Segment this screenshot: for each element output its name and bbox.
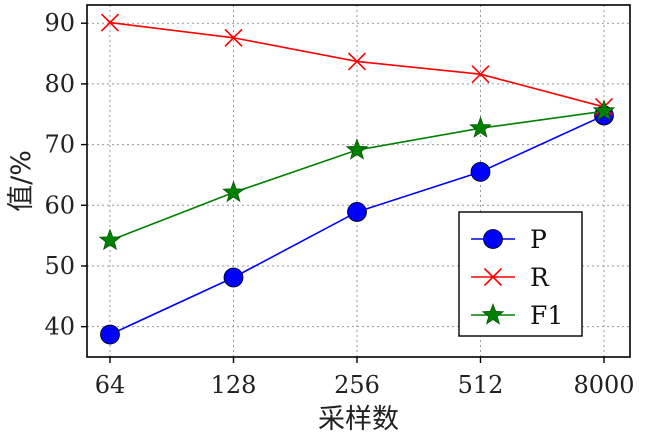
x-axis-title: 采样数 (318, 404, 399, 435)
point-p (223, 267, 244, 288)
point-p (470, 161, 491, 182)
y-axis-title: 值/% (6, 150, 37, 212)
y-tick-label: 80 (44, 70, 75, 98)
point-f1 (592, 99, 616, 121)
x-tick-label: 256 (334, 371, 380, 399)
x-tick-labels: 64 128 256 512 8000 (95, 371, 635, 399)
point-r-stroke (100, 13, 120, 32)
x-tick-label: 128 (211, 371, 257, 399)
legend: PR F1 (458, 211, 583, 337)
x-tick-label: 64 (95, 371, 126, 399)
point-f1 (98, 228, 122, 251)
point-r (471, 65, 490, 84)
point-r-stroke (471, 65, 490, 84)
legend-label-p: P (530, 225, 547, 254)
point-r-stroke (224, 28, 243, 47)
point-r (347, 52, 367, 71)
legend-label-f1: F1 (530, 301, 563, 330)
legend-box (458, 211, 583, 337)
legend-marker-p (483, 229, 503, 249)
x-tick-label: 512 (458, 371, 504, 399)
y-tick-label: 90 (44, 9, 75, 37)
y-tick-label: 60 (44, 191, 75, 219)
point-r (224, 28, 243, 47)
point-p (347, 202, 367, 222)
y-tick-label: 50 (44, 252, 75, 280)
y-tick-labels: 40 50 60 70 80 90 (44, 9, 75, 340)
legend-label-r: R (530, 263, 550, 292)
point-p (100, 324, 120, 345)
legend-marker-r (483, 267, 503, 287)
series-layer (98, 13, 616, 345)
series-r (100, 13, 614, 117)
y-tick-label: 70 (44, 131, 75, 159)
legend-marker-f1 (481, 303, 505, 325)
x-tick-label: 8000 (573, 371, 634, 399)
series-f1 (98, 99, 616, 251)
legend-marker-r-stroke (483, 267, 503, 287)
point-f1 (222, 180, 245, 203)
y-tick-label: 40 (44, 313, 75, 341)
point-r (100, 13, 120, 32)
point-f1 (469, 116, 492, 138)
point-f1 (345, 138, 369, 160)
point-r-stroke (347, 52, 367, 71)
plot-frame (86, 4, 631, 358)
